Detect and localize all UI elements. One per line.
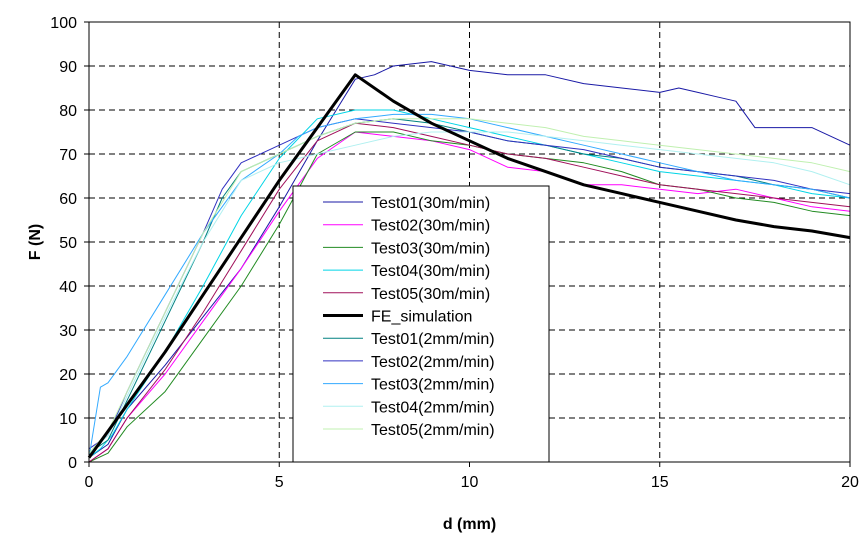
y-tick-label-9: 90 [59,59,77,76]
legend-label-10: Test05(2mm/min) [371,422,495,439]
legend-label-1: Test02(30m/min) [371,218,490,235]
y-tick-label-8: 80 [59,103,77,120]
y-tick-label-0: 0 [68,455,77,472]
y-axis-title: F (N) [27,224,44,260]
series-lines [87,61,851,463]
legend-label-0: Test01(30m/min) [371,195,490,212]
x-axis-title: d (mm) [443,516,496,533]
x-tick-label-0: 0 [85,474,94,491]
series-line-10 [88,118,851,454]
series-line-8 [88,113,851,458]
y-tick-label-6: 60 [59,191,77,208]
y-tick-label-10: 100 [50,15,77,32]
legend-label-5: FE_simulation [371,309,472,326]
x-tick-label-2: 10 [461,474,479,491]
legend-label-3: Test04(30m/min) [371,263,490,280]
y-tick-label-1: 10 [59,411,77,428]
legend-label-4: Test05(30m/min) [371,286,490,303]
x-tick-label-4: 20 [841,474,859,491]
series-line-2 [88,131,851,463]
series-line-4 [88,122,851,463]
y-tick-label-3: 30 [59,323,77,340]
legend-label-6: Test01(2mm/min) [371,331,495,348]
series-line-0 [88,61,851,459]
series-line-5 [87,73,851,459]
legend-label-8: Test03(2mm/min) [371,377,495,394]
x-tick-label-3: 15 [651,474,669,491]
y-tick-label-2: 20 [59,367,77,384]
y-tick-label-7: 70 [59,147,77,164]
tick-labels: 0 10 20 30 40 50 60 70 80 90 100 0 5 10 15 20 [50,15,859,491]
y-tick-label-4: 40 [59,279,77,296]
legend-label-9: Test04(2mm/min) [371,399,495,416]
legend-label-2: Test03(30m/min) [371,240,490,257]
legend-box [292,185,550,463]
legend-label-7: Test02(2mm/min) [371,354,495,371]
legend: Test01(30m/min) Test02(30m/min) Test03(30m… [292,185,550,463]
x-tick-label-1: 5 [275,474,284,491]
y-tick-label-5: 50 [59,235,77,252]
